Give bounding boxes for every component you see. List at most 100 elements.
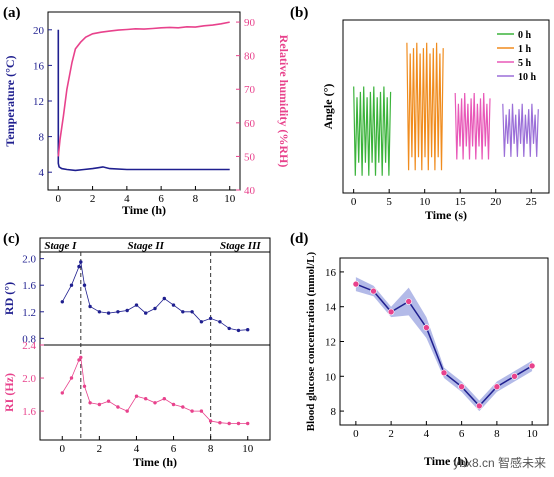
ri-point (60, 391, 64, 395)
x-tick-label: 4 (124, 193, 130, 205)
ri-point (77, 358, 81, 362)
y-left-tick-label: 8 (39, 132, 45, 144)
x-tick-label: 6 (171, 443, 177, 455)
ri-point (181, 405, 185, 409)
rd-point (125, 308, 129, 313)
x-tick-label: 2 (97, 443, 103, 455)
ri-point (208, 419, 213, 423)
glucose-point (352, 280, 360, 288)
legend-label: 10 h (518, 72, 537, 83)
x-axis-label: Time (h) (122, 203, 166, 217)
stage-label: Stage III (220, 240, 261, 252)
confidence-band (355, 277, 533, 412)
y-right-axis-label: Relative humidity (%RH) (277, 35, 291, 168)
y-tick-label: 1.2 (22, 307, 36, 319)
ri-point (153, 401, 157, 405)
watermark: ybx8.cn 智感未来 (453, 456, 546, 470)
rd-point (208, 316, 213, 321)
ri-point (69, 376, 74, 380)
y-tick-label: 1.6 (22, 280, 36, 292)
rd-point (116, 310, 120, 314)
panel-label-d: (d) (290, 231, 308, 247)
x-tick-label: 0 (351, 196, 357, 208)
angle-series-line (406, 42, 444, 171)
x-tick-label: 0 (353, 428, 359, 440)
panel-label-c: (c) (3, 231, 20, 247)
rd-point (79, 260, 83, 264)
ri-point (236, 421, 241, 426)
x-tick-label: 2 (90, 193, 96, 205)
ri-point (106, 399, 111, 403)
y-left-axis-label: Temperature (°C) (3, 55, 17, 146)
rd-point (88, 304, 92, 309)
rd-point (162, 296, 166, 301)
y-tick-label: 10 (325, 371, 337, 383)
x-tick-label: 8 (193, 193, 199, 205)
rd-point (199, 320, 204, 324)
panel-label-a: (a) (3, 5, 21, 21)
rd-point (153, 306, 157, 311)
y-right-tick-label: 50 (244, 151, 256, 163)
x-tick-label: 15 (455, 196, 467, 208)
y-tick-label: 2.0 (22, 254, 36, 266)
x-tick-label: 10 (527, 428, 539, 440)
x-tick-label: 2 (388, 428, 394, 440)
x-tick-label: 6 (459, 428, 465, 440)
stage-label: Stage II (128, 240, 165, 252)
x-tick-label: 0 (60, 443, 66, 455)
ri-point (144, 397, 148, 401)
angle-series-line (353, 86, 392, 176)
y-right-tick-label: 70 (244, 84, 256, 96)
legend-label: 1 h (518, 44, 532, 55)
ri-point (199, 409, 204, 413)
glucose-point (458, 383, 465, 391)
rd-point (60, 300, 64, 304)
rd-point (218, 320, 222, 324)
rd-point (236, 328, 241, 333)
glucose-point (423, 324, 430, 331)
y-left-tick-label: 4 (39, 167, 45, 179)
x-tick-label: 6 (158, 193, 164, 205)
x-tick-label: 25 (526, 196, 538, 208)
y-tick-label: 1.6 (22, 406, 36, 418)
ri-point (246, 421, 250, 426)
ri-point (134, 394, 139, 398)
ri-point (88, 401, 92, 405)
angle-series-line (502, 103, 539, 157)
x-tick-label: 0 (56, 193, 62, 205)
glucose-point (387, 308, 395, 316)
rd-point (69, 283, 74, 287)
rd-point (181, 310, 185, 314)
plot-frame (339, 257, 549, 426)
y-right-tick-label: 90 (244, 17, 256, 29)
y-right-tick-label: 60 (244, 118, 256, 130)
rd-point (82, 283, 87, 287)
plot-frame (342, 19, 550, 194)
glucose-point (475, 402, 483, 410)
plot-frame (39, 237, 271, 441)
glucose-point (511, 372, 518, 380)
legend-label: 5 h (518, 58, 532, 69)
y-left-tick-label: 12 (33, 96, 44, 108)
glucose-series-line (355, 283, 533, 408)
x-axis-label: Time (h) (424, 454, 468, 468)
ri-point (218, 421, 222, 425)
x-tick-label: 4 (424, 428, 430, 440)
x-tick-label: 8 (494, 428, 500, 440)
ri-point (171, 402, 176, 407)
ri-point (79, 355, 83, 360)
ri-point (116, 405, 120, 409)
x-tick-label: 10 (224, 193, 236, 205)
glucose-point (370, 287, 377, 295)
panel-c-chart: Stage I Stage II Stage III 0 2 4 6 8 10 0.8 1.2 1.6… (2, 237, 271, 469)
rd-axis-label: RD (°) (2, 282, 16, 315)
glucose-point (440, 369, 448, 377)
panel-b-chart: 0 5 10 15 20 25 0 h 1 h 5 h 10 h Time (s) Angle (°) (321, 19, 550, 222)
rd-point (134, 303, 139, 307)
y-right-tick-label: 40 (244, 185, 256, 197)
rd-point (106, 311, 111, 315)
y-left-tick-label: 20 (33, 25, 45, 37)
ri-point (227, 421, 231, 426)
y-tick-label: 2.0 (22, 373, 36, 385)
